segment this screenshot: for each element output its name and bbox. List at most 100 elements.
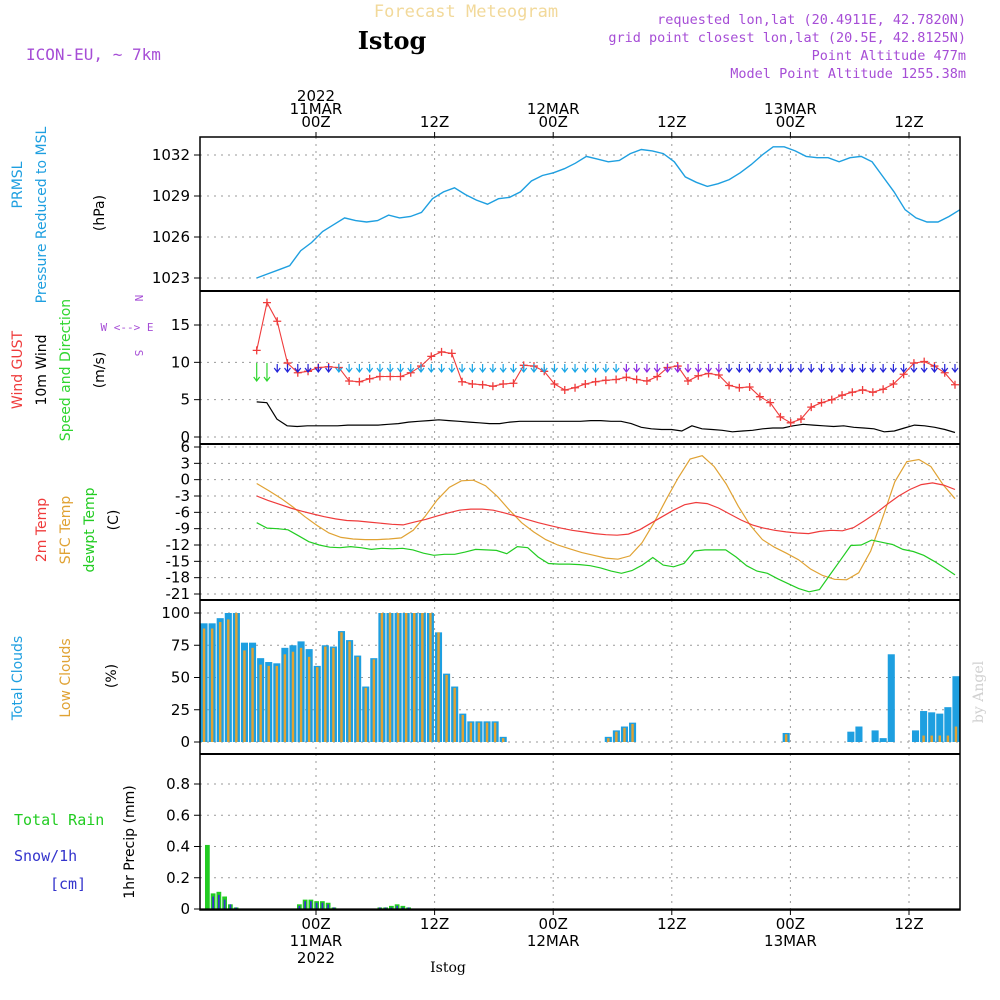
y-tick-label: 15 (171, 316, 190, 334)
bottom-time-label: 12Z (657, 915, 686, 933)
wind-direction-arrow (715, 364, 723, 373)
bottom-time-label: 12Z (420, 915, 449, 933)
y-tick-label: 1023 (152, 269, 190, 287)
snow-bar (396, 905, 398, 909)
wind-direction-arrows (253, 363, 959, 382)
total-cloud-bar (936, 713, 944, 742)
low-cloud-bar (364, 687, 367, 742)
low-cloud-bar (429, 613, 432, 742)
compass-we-label: W <--> E (101, 321, 154, 334)
gust-marker (848, 388, 857, 397)
low-cloud-bar (202, 628, 206, 742)
total-cloud-bar (952, 676, 960, 742)
wind-direction-arrow (294, 364, 302, 373)
bottom-time-label: 11MAR (290, 932, 343, 950)
snow-bar (223, 899, 226, 909)
gust-marker (868, 388, 877, 397)
low-cloud-bar (615, 731, 618, 742)
pressure-panel: 1023 1026 1029 1032 PRMSL Pressure Reduced … (10, 126, 961, 303)
snow-bar (384, 907, 387, 909)
low-cloud-bar (267, 665, 270, 742)
low-cloud-bar (485, 722, 489, 742)
low-cloud-bar (356, 656, 359, 742)
gust-marker (951, 380, 959, 389)
watermark: by Angel (971, 660, 987, 723)
y-tick-label: -15 (166, 552, 191, 570)
low-cloud-bar (251, 647, 254, 742)
low-cloud-bar (421, 613, 424, 742)
wind-speed-line (256, 401, 956, 434)
bottom-time-label: 12Z (894, 915, 923, 933)
low-cloud-bar (784, 734, 788, 742)
gust-marker (591, 377, 600, 386)
wind-direction-arrow (643, 364, 651, 373)
gust-marker (889, 379, 898, 388)
low-cloud-bar (469, 722, 473, 742)
wind-direction-arrow (438, 364, 446, 373)
gust-marker (653, 372, 662, 381)
total-cloud-bar (928, 712, 936, 742)
y-tick-label: 25 (171, 701, 190, 719)
y-tick-label: 100 (161, 604, 190, 622)
low-clouds-label: Low Clouds (58, 638, 74, 717)
wind-direction-arrow (551, 364, 558, 373)
y-tick-label: -3 (175, 487, 190, 505)
compass-s-label: S (132, 350, 145, 357)
wind-direction-arrow (674, 364, 682, 373)
top-time-label: 12Z (420, 113, 449, 131)
gust-marker (601, 376, 610, 385)
rain-bar (205, 844, 210, 909)
top-time-label: 11MAR (290, 100, 343, 118)
gust-marker (796, 415, 805, 424)
wind-gust-label: Wind GUST (10, 330, 26, 409)
y-tick-label: -21 (166, 585, 191, 603)
low-cloud-bar (259, 664, 262, 742)
clouds-y-ticks: 0 25 50 75 100 (161, 604, 200, 751)
gust-marker (386, 372, 395, 381)
wind-direction-arrow (335, 364, 343, 373)
wind-direction-arrow (612, 364, 620, 373)
temp-2m-label: 2m Temp (34, 498, 50, 562)
gust-marker (488, 382, 497, 391)
snow-bar (333, 907, 335, 909)
wind-grid (200, 291, 960, 444)
low-cloud-bar (243, 650, 246, 742)
y-tick-label: -18 (166, 569, 191, 587)
wind-direction-arrow (468, 364, 476, 373)
y-tick-label: 0 (180, 900, 190, 918)
gust-marker (396, 372, 405, 381)
gust-marker (735, 383, 744, 392)
gust-marker (509, 379, 518, 388)
wind-direction-arrow (910, 364, 918, 373)
wind-direction-arrow (284, 364, 291, 373)
low-cloud-bar (388, 613, 392, 742)
gust-marker (262, 298, 271, 307)
low-cloud-bar (607, 738, 610, 742)
wind-direction-arrow (920, 364, 928, 373)
low-cloud-bar (493, 722, 497, 742)
low-cloud-bar (210, 628, 214, 742)
y-tick-label: 1029 (152, 187, 190, 205)
wind-direction-arrow (879, 364, 887, 373)
gust-marker (458, 377, 467, 386)
y-tick-label: 50 (171, 669, 190, 687)
y-tick-label: -6 (175, 503, 190, 521)
low-cloud-bar (477, 722, 481, 742)
snow-bar (402, 907, 404, 909)
temp-unit-label: (C) (106, 510, 122, 531)
wind-direction-arrow (694, 364, 702, 373)
gust-marker (642, 377, 651, 385)
wind-direction-arrow (376, 364, 384, 373)
total-cloud-bar (855, 726, 863, 742)
snow-bar (298, 905, 301, 909)
wind-direction-arrow (396, 364, 404, 373)
low-cloud-bar (316, 667, 319, 742)
low-cloud-bar (332, 647, 335, 742)
wind-y-ticks: 0 5 10 15 (171, 316, 200, 446)
wind-direction-arrow (407, 364, 415, 373)
wind-direction-arrow (633, 364, 641, 373)
clouds-panel: 0 25 50 75 100 Total Clouds Low Clouds (%) (10, 600, 960, 754)
low-cloud-bar (380, 613, 384, 742)
